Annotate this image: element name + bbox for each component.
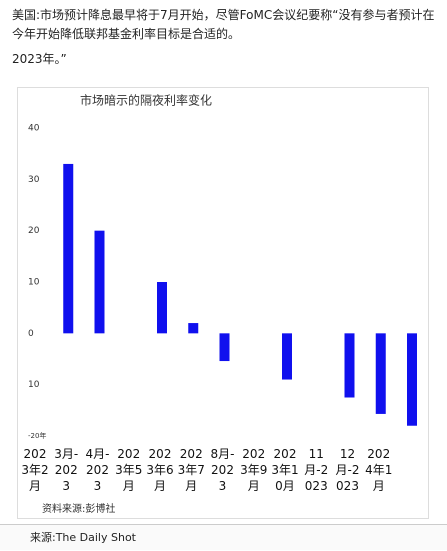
chart-frame — [17, 87, 429, 519]
y-tick-label: 10 — [28, 278, 40, 288]
x-tick-label: 2023年9月 — [240, 447, 268, 493]
x-tick-label: 11月-2023 — [304, 447, 329, 493]
x-tick-label: 2023年5月 — [115, 447, 143, 493]
chart-source: 资料来源:彭博社 — [42, 504, 116, 515]
bar — [63, 163, 74, 334]
x-tick-label: 2023年10月 — [271, 447, 299, 493]
y-tick-label: 20 — [28, 226, 40, 236]
paragraph: 2023年。” — [12, 52, 67, 66]
x-tick-label: 3月-2023 — [54, 447, 79, 493]
y-tick-label: 40 — [28, 124, 40, 134]
y-tick-label: -20年 — [28, 431, 46, 440]
y-tick-label: 0 — [28, 329, 34, 339]
paragraph: 美国:市场预计降息最早将于7月开始，尽管FoMC会议纪要称“没有参与者预计在今年… — [12, 8, 435, 41]
x-tick-label: 2023年2月 — [21, 447, 49, 493]
bar — [219, 333, 230, 362]
y-tick-label: 30 — [28, 175, 40, 185]
y-tick-label: 10 — [28, 380, 40, 390]
x-tick-label: 8月-2023 — [210, 447, 235, 493]
x-tick-label: 4月-2023 — [85, 447, 110, 493]
x-tick-label: 2023年6月 — [146, 447, 174, 493]
x-tick-label: 2024年1月 — [365, 447, 393, 493]
bar — [94, 230, 105, 334]
bar — [282, 333, 292, 380]
bar — [188, 323, 199, 334]
footer: 来源:The Daily Shot — [0, 524, 447, 550]
bar — [157, 282, 167, 334]
x-tick-label: 2023年7月 — [177, 447, 205, 493]
x-tick-label: 12月-2023 — [335, 447, 360, 493]
bar — [375, 333, 386, 414]
chart-title: 市场暗示的隔夜利率变化 — [80, 93, 212, 108]
bar — [407, 333, 417, 426]
bar — [344, 333, 355, 398]
